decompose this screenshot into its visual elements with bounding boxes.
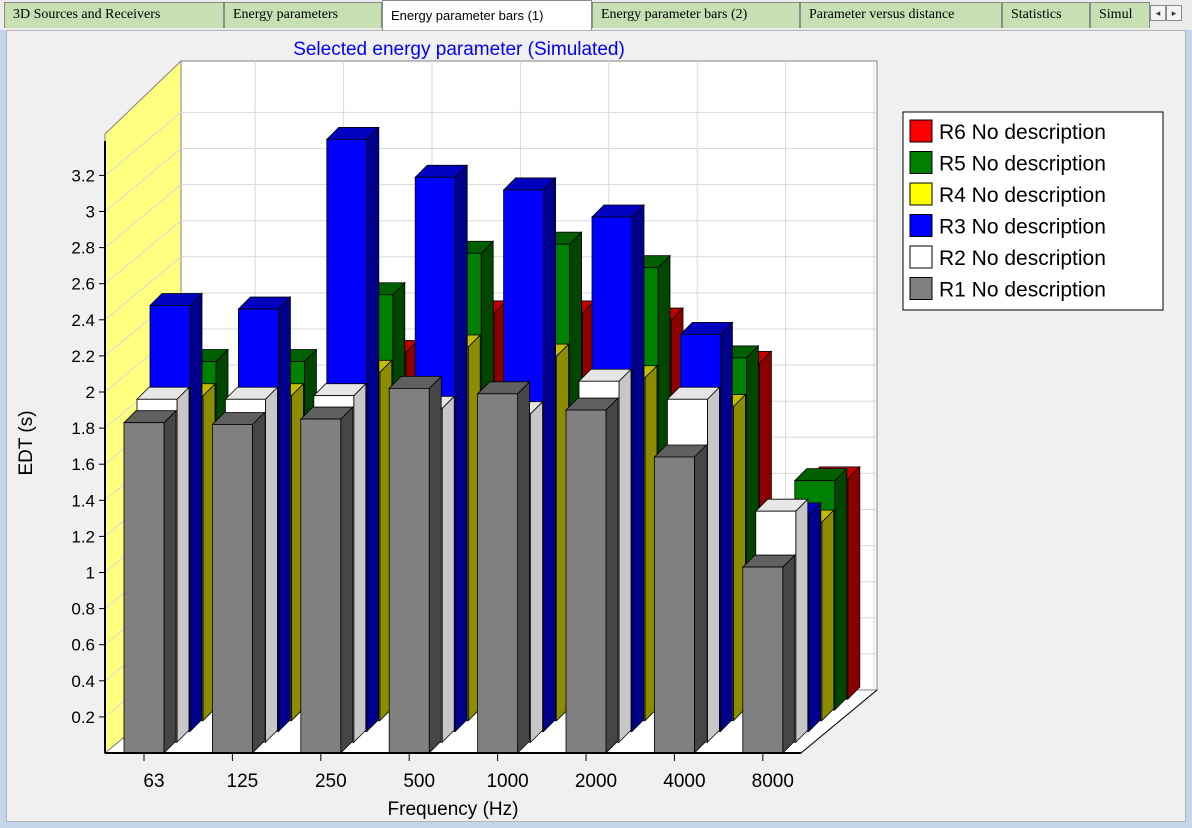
legend-swatch: [909, 151, 933, 174]
y-tick-label: 0.8: [71, 600, 95, 619]
legend-label: R4 No description: [939, 184, 1106, 207]
y-tick-label: 3: [86, 203, 95, 222]
legend-label: R2 No description: [939, 247, 1106, 270]
y-tick-label: 2: [86, 383, 95, 402]
chart-panel: 0.2 0.4 0.6 0.8 1 1.2 1.4 1.6 1.8 2 2.2 2.4 2.6 2.8 3 3…: [6, 30, 1186, 822]
grid-line-diag: [104, 112, 182, 176]
y-tick-label: 3.2: [71, 166, 95, 185]
bar-chart-3d: 0.2 0.4 0.6 0.8 1 1.2 1.4 1.6 1.8 2 2.2 2.4 2.6 2.8 3 3…: [16, 39, 1164, 820]
y-tick-label: 1: [86, 564, 95, 583]
y-tick-label: 0.2: [71, 708, 95, 727]
y-tick-label: 2.2: [71, 347, 95, 366]
x-tick-label: 250: [315, 771, 347, 792]
y-tick-label: 2.6: [71, 275, 95, 294]
legend-swatch: [909, 182, 933, 206]
grid-line-diag: [104, 184, 182, 248]
legend-label: R1 No description: [939, 279, 1106, 302]
y-tick-label: 1.8: [71, 419, 95, 438]
x-tick-label: 1000: [486, 771, 528, 792]
grid-line-diag: [104, 148, 182, 212]
bar-r1-125: [211, 411, 266, 754]
y-tick-label: 2.4: [71, 311, 95, 330]
legend-label: R6 No description: [939, 121, 1106, 144]
x-tick-label: 8000: [752, 771, 794, 792]
bar-r1-4000: [653, 444, 708, 754]
bar-r1-250: [299, 406, 354, 754]
tab-energy-parameter-bars-2[interactable]: Energy parameter bars (2): [592, 2, 800, 28]
x-tick-label: 63: [143, 771, 164, 792]
legend-swatch: [909, 119, 933, 143]
x-tick-label: 500: [403, 771, 435, 792]
bar-r1-63: [123, 409, 177, 754]
y-tick-label: 1.6: [71, 455, 95, 474]
bar-r1-500: [388, 375, 443, 754]
bar-r1-1000: [476, 380, 531, 754]
y-tick-label: 1.2: [71, 527, 95, 546]
legend-swatch: [909, 214, 933, 237]
x-tick-label: 2000: [575, 771, 617, 792]
x-axis-label: Frequency (Hz): [388, 799, 519, 820]
chart-bars: [123, 126, 861, 754]
tab-energy-parameters[interactable]: Energy parameters: [224, 2, 382, 28]
floor-edge: [800, 689, 878, 754]
chart-legend: R6 No description R5 No description R4 No …: [902, 111, 1164, 311]
bar-r1-2000: [565, 397, 619, 754]
tab-scroll-right-icon[interactable]: ▸: [1166, 5, 1182, 21]
bar-r1-8000: [741, 554, 796, 754]
grid-line-diag: [104, 220, 182, 285]
legend-label: R3 No description: [939, 216, 1106, 239]
tab-scroll-left-icon[interactable]: ◂: [1150, 5, 1166, 21]
y-tick-label: 0.6: [71, 636, 95, 655]
y-tick-label: 2.8: [71, 239, 95, 258]
legend-box: [902, 111, 1164, 311]
legend-swatch: [909, 245, 933, 269]
y-tick-label: 0.4: [71, 672, 95, 691]
chart-axes: 0.2 0.4 0.6 0.8 1 1.2 1.4 1.6 1.8 2 2.2 2.4 2.6 2.8 3 3…: [71, 141, 878, 792]
legend-swatch: [909, 277, 933, 300]
tab-energy-parameter-bars-1[interactable]: Energy parameter bars (1): [382, 0, 592, 30]
y-tick-label: 1.4: [71, 491, 95, 510]
tab-parameter-versus-distance[interactable]: Parameter versus distance: [800, 2, 1002, 28]
grid-line-diag: [104, 256, 182, 321]
chart-title: Selected energy parameter (Simulated): [293, 39, 625, 60]
tab-bar: 3D Sources and Receivers Energy paramete…: [0, 0, 1192, 30]
legend-label: R5 No description: [939, 153, 1106, 176]
tab-3d-sources-receivers[interactable]: 3D Sources and Receivers: [4, 2, 224, 28]
tab-statistics[interactable]: Statistics: [1002, 2, 1090, 28]
y-axis-label: EDT (s): [16, 410, 37, 475]
x-tick-label: 125: [227, 771, 259, 792]
x-tick-label: 4000: [663, 771, 705, 792]
tab-simulation[interactable]: Simul: [1090, 2, 1150, 28]
